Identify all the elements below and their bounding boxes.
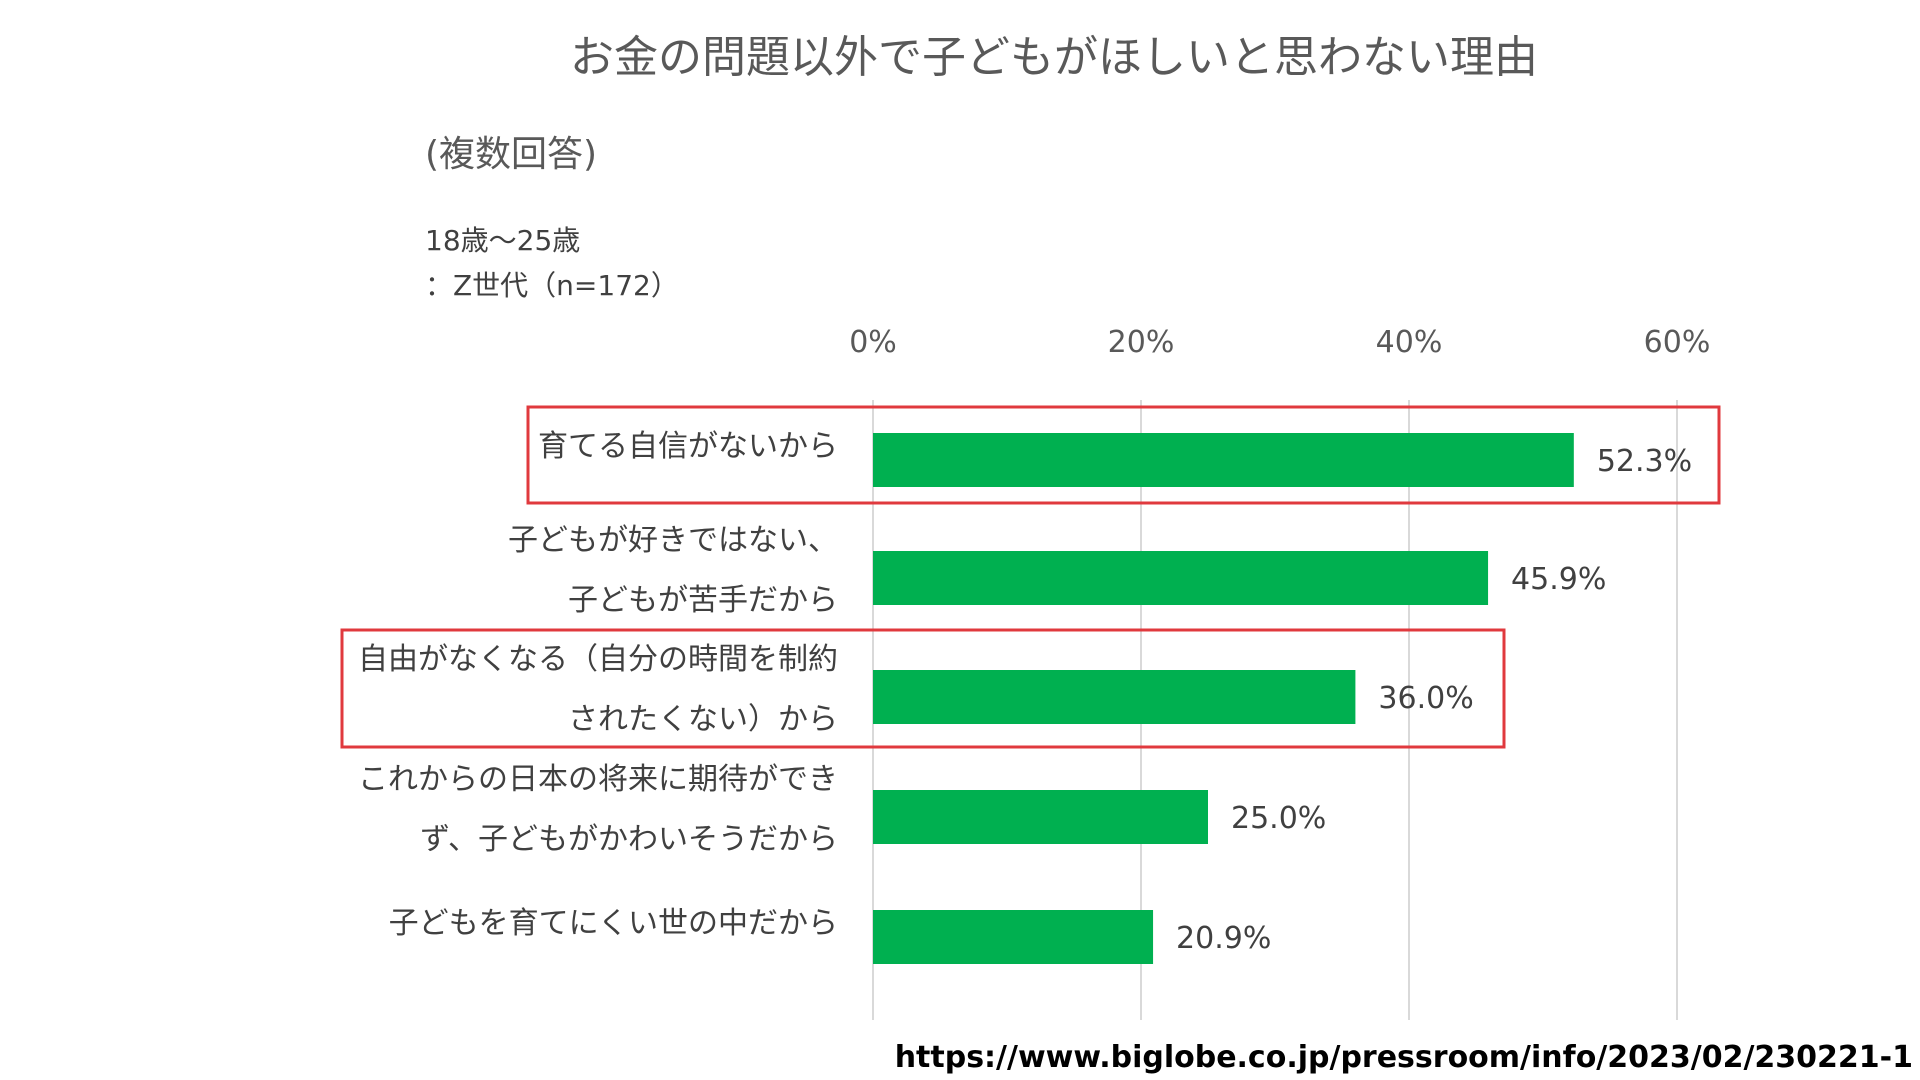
x-axis-ticks: 0% 20% 40% 60% — [849, 325, 1710, 360]
sample-note-line1: 18歳～25歳 — [425, 224, 580, 257]
data-label-3: 25.0% — [1231, 801, 1326, 836]
highlight-box-2 — [340, 628, 1506, 749]
x-tick-label-2: 40% — [1376, 325, 1443, 360]
data-label-2: 36.0% — [1378, 681, 1473, 716]
category-labels: 育てる自信がないから子どもが好きではない、子どもが苦手だから自由がなくなる（自分… — [358, 429, 838, 941]
bar-2 — [873, 670, 1356, 724]
data-label-1: 45.9% — [1511, 562, 1606, 597]
data-label-0: 52.3% — [1597, 444, 1692, 479]
x-tick-label-1: 20% — [1108, 325, 1175, 360]
category-label-3: これからの日本の将来に期待ができず、子どもがかわいそうだから — [358, 762, 838, 857]
x-tick-label-0: 0% — [849, 325, 897, 360]
x-tick-label-3: 60% — [1644, 325, 1711, 360]
category-label-2: 自由がなくなる（自分の時間を制約されたくない）から — [358, 642, 838, 737]
bars: 52.3% 45.9% 36.0% 25.0% 20.9% — [873, 433, 1692, 964]
data-label-4: 20.9% — [1176, 921, 1271, 956]
source-url: https://www.biglobe.co.jp/pressroom/info… — [895, 1040, 1913, 1075]
bar-0 — [873, 433, 1574, 487]
category-label-1: 子どもが好きではない、子どもが苦手だから — [508, 523, 838, 618]
highlight-box-0 — [526, 405, 1721, 505]
chart-title: お金の問題以外で子どもがほしいと思わない理由 — [570, 32, 1538, 83]
category-label-0: 育てる自信がないから — [538, 429, 838, 464]
bar-3 — [873, 790, 1208, 844]
highlight-boxes — [340, 405, 1721, 749]
bar-1 — [873, 551, 1489, 605]
sample-note-line2: ：Z世代（n=172） — [425, 269, 679, 302]
bar-4 — [873, 910, 1154, 964]
chart-subtitle: (複数回答) — [425, 134, 597, 175]
category-label-4: 子どもを育てにくい世の中だから — [389, 906, 838, 941]
